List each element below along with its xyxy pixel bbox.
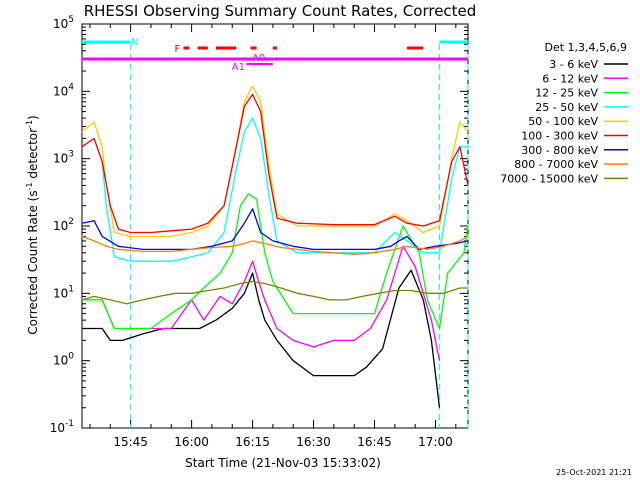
y-tick-base: 10 (53, 286, 68, 300)
attenuator-label: F (174, 44, 180, 55)
y-tick-exponent: 0 (68, 352, 74, 362)
attenuator-label: A0 (252, 53, 265, 64)
x-tick-label: 16:15 (235, 435, 270, 449)
y-tick-exponent: 3 (68, 150, 74, 160)
y-tick-label: 101 (53, 284, 74, 300)
y-tick-base: 10 (53, 17, 68, 31)
series-line (81, 193, 469, 330)
y-tick-base: 10 (53, 84, 68, 98)
y-axis-label-main: Corrected Count Rate (s (26, 190, 40, 334)
legend-title: Det 1,3,4,5,6,9 (544, 41, 627, 54)
y-tick-label: 105 (53, 15, 74, 31)
y-axis-label-sup1: -1 (25, 182, 34, 190)
y-tick-label: 104 (53, 82, 74, 98)
y-tick-label: 100 (53, 352, 74, 368)
y-axis-label-sup2: -1 (25, 120, 34, 128)
series-line (81, 208, 469, 251)
legend-label: 12 - 25 keV (535, 87, 598, 100)
legend-label: 25 - 50 keV (535, 101, 598, 114)
y-tick-exponent: -1 (65, 419, 74, 429)
series-line (81, 93, 469, 234)
y-tick-exponent: 4 (68, 82, 74, 92)
legend-label: 100 - 300 keV (521, 130, 598, 143)
y-tick-base: 10 (53, 152, 68, 166)
y-tick-base: 10 (53, 354, 68, 368)
series-line (81, 269, 441, 408)
x-axis-label: Start Time (21-Nov-03 15:33:02) (185, 456, 381, 470)
x-tick-label: 16:45 (357, 435, 392, 449)
y-axis-label-mid: detector (26, 128, 40, 183)
legend-label: 7000 - 15000 keV (500, 172, 598, 185)
attenuator-label: A1 (232, 62, 245, 73)
y-tick-base: 10 (50, 421, 65, 435)
legend-label: 800 - 7000 keV (514, 158, 598, 171)
series-line (81, 245, 441, 361)
series-line (81, 280, 468, 305)
x-tick-label: 16:00 (174, 435, 209, 449)
footer-timestamp: 25-Oct-2021 21:21 (556, 468, 632, 477)
y-tick-exponent: 5 (68, 15, 74, 25)
legend-label: 50 - 100 keV (528, 115, 598, 128)
y-axis-label-end: ) (26, 115, 40, 120)
x-tick-label: 15:45 (113, 435, 148, 449)
attenuator-label: N (131, 37, 138, 48)
legend-label: 300 - 800 keV (521, 144, 598, 157)
y-tick-label: 102 (53, 217, 74, 233)
legend-label: 6 - 12 keV (542, 72, 598, 85)
legend-label: 3 - 6 keV (549, 58, 598, 71)
y-tick-exponent: 2 (68, 217, 74, 227)
y-tick-base: 10 (53, 219, 68, 233)
y-tick-label: 103 (53, 150, 74, 166)
chart-title: RHESSI Observing Summary Count Rates, Co… (84, 2, 477, 20)
series-line (81, 235, 469, 255)
x-tick-label: 17:00 (418, 435, 453, 449)
x-tick-label: 16:30 (296, 435, 331, 449)
y-tick-exponent: 1 (68, 284, 74, 294)
y-axis-label: Corrected Count Rate (s-1 detector-1) (25, 115, 40, 334)
y-tick-label: 10-1 (50, 419, 74, 435)
series-line (81, 85, 469, 238)
